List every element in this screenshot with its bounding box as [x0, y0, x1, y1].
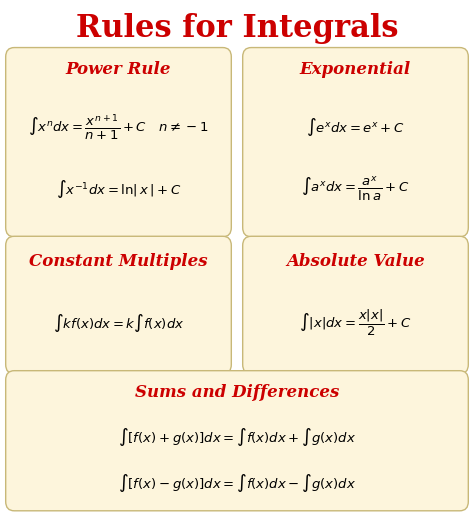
Text: Exponential: Exponential [300, 62, 411, 78]
FancyBboxPatch shape [6, 48, 231, 237]
Text: Rules for Integrals: Rules for Integrals [76, 13, 398, 44]
FancyBboxPatch shape [6, 371, 468, 511]
Text: Absolute Value: Absolute Value [286, 253, 425, 269]
Text: Power Rule: Power Rule [66, 62, 171, 78]
FancyBboxPatch shape [6, 236, 231, 374]
Text: $\int e^x dx = e^x + C$: $\int e^x dx = e^x + C$ [306, 116, 405, 138]
Text: $\int x^n dx = \dfrac{x^{n+1}}{n+1}+C \quad n \neq -1$: $\int x^n dx = \dfrac{x^{n+1}}{n+1}+C \q… [28, 112, 209, 142]
Text: $\int x^{-1}dx = \ln|\, x\,|+C$: $\int x^{-1}dx = \ln|\, x\,|+C$ [56, 178, 181, 200]
Text: $\int |x|dx = \dfrac{x|x|}{2}+C$: $\int |x|dx = \dfrac{x|x|}{2}+C$ [299, 308, 412, 338]
Text: $\int[f(x)-g(x)]dx = \int f(x)dx - \int g(x)dx$: $\int[f(x)-g(x)]dx = \int f(x)dx - \int … [118, 473, 356, 494]
Text: Sums and Differences: Sums and Differences [135, 385, 339, 401]
FancyBboxPatch shape [243, 236, 468, 374]
Text: Constant Multiples: Constant Multiples [29, 253, 208, 269]
Text: $\int[f(x)+g(x)]dx = \int f(x)dx + \int g(x)dx$: $\int[f(x)+g(x)]dx = \int f(x)dx + \int … [118, 426, 356, 448]
Text: $\int a^x dx = \dfrac{a^x}{\ln a}+C$: $\int a^x dx = \dfrac{a^x}{\ln a}+C$ [301, 175, 410, 203]
Text: $\int kf(x)dx = k\int f(x)dx$: $\int kf(x)dx = k\int f(x)dx$ [53, 312, 184, 334]
FancyBboxPatch shape [243, 48, 468, 237]
